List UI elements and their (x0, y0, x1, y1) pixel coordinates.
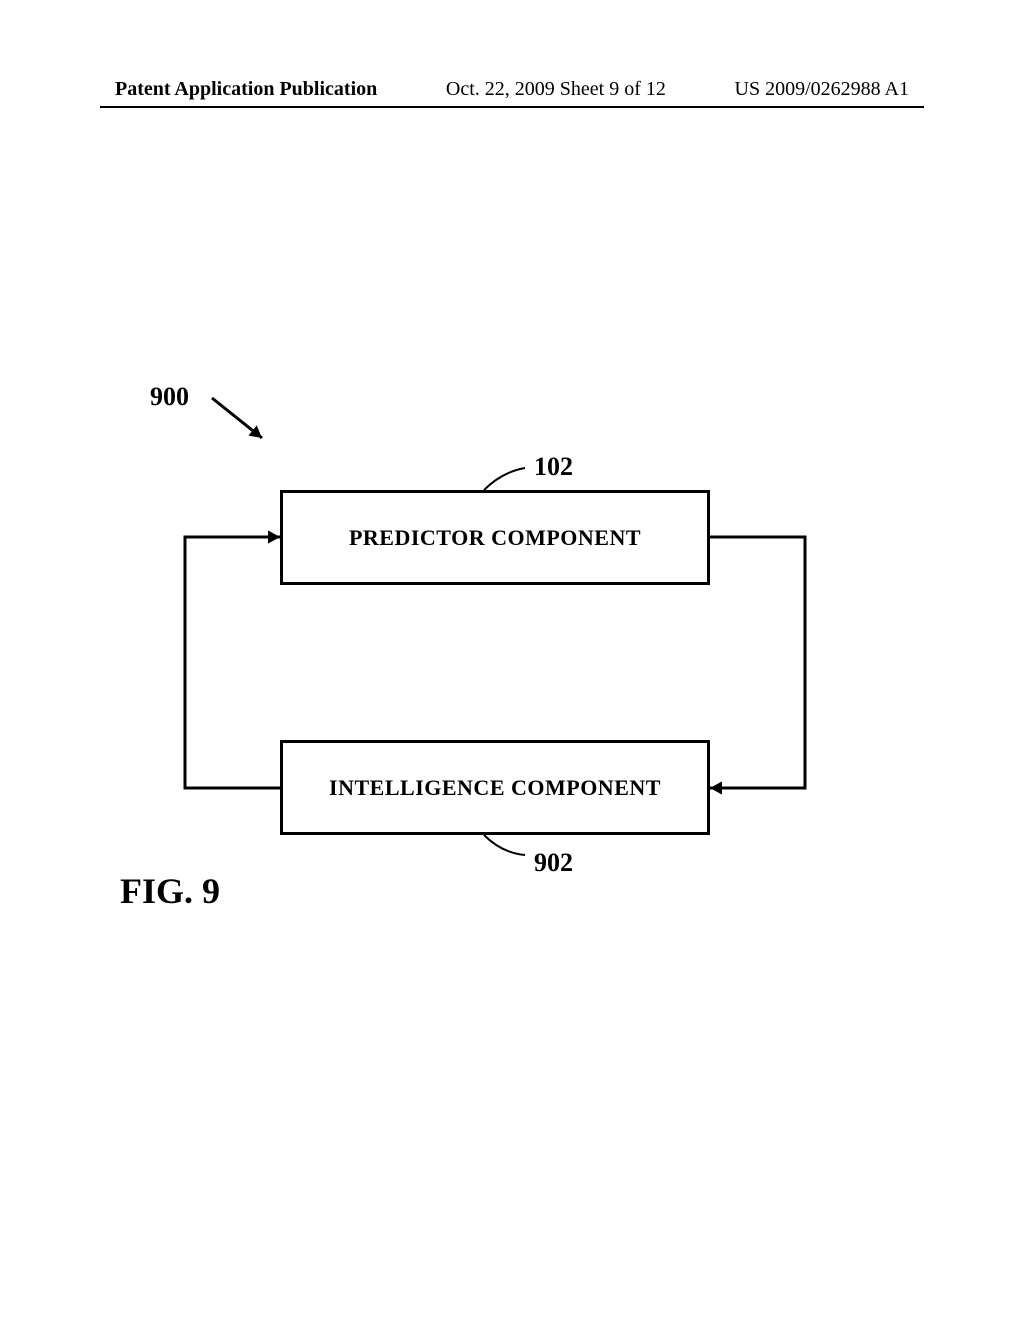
ref-900-label: 900 (150, 382, 189, 412)
diagram-svg (0, 0, 1024, 1320)
diagram-container: 900 102 902 PREDICTOR COMPONENT INTELLIG… (0, 0, 1024, 1320)
intelligence-component-label: INTELLIGENCE COMPONENT (329, 775, 661, 801)
ref-102-label: 102 (534, 452, 573, 482)
intelligence-component-box: INTELLIGENCE COMPONENT (280, 740, 710, 835)
predictor-component-label: PREDICTOR COMPONENT (349, 525, 641, 551)
page: Patent Application Publication Oct. 22, … (0, 0, 1024, 1320)
ref-902-label: 902 (534, 848, 573, 878)
figure-label: FIG. 9 (120, 870, 220, 912)
predictor-component-box: PREDICTOR COMPONENT (280, 490, 710, 585)
